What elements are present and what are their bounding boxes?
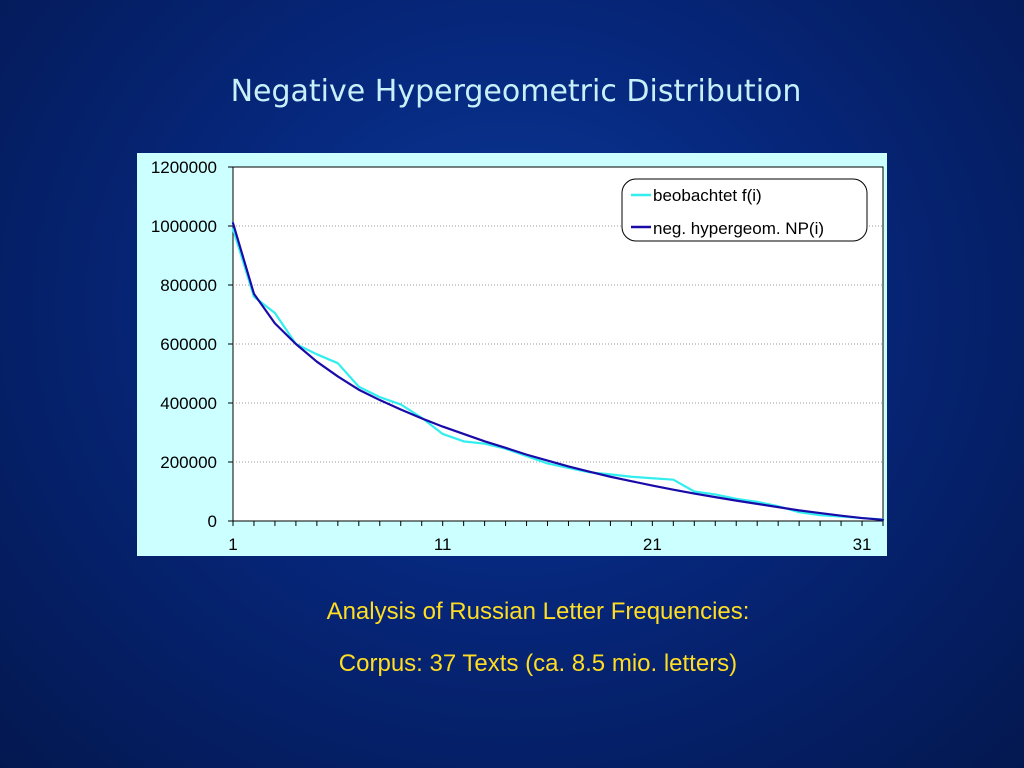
x-tick-label: 11 — [434, 535, 452, 554]
x-tick-label: 31 — [853, 535, 872, 554]
series-line-fitted — [231, 221, 885, 521]
chart-frame: 0 200000 400000 600000 800000 1000000 1200000 1… — [137, 153, 887, 556]
caption-line-1: Analysis of Russian Letter Frequencies: — [326, 598, 750, 625]
axes: 0 200000 400000 600000 800000 1000000 1200000 1… — [151, 158, 884, 554]
y-tick-label: 200000 — [160, 453, 217, 472]
legend-box — [621, 178, 868, 242]
caption-line-2: Corpus: 37 Texts (ca. 8.5 mio. letters) — [338, 650, 738, 677]
x-tick-label: 1 — [228, 535, 237, 554]
x-tick-label: 21 — [643, 535, 662, 554]
y-tick-label: 800000 — [160, 276, 217, 295]
y-tick-label: 1200000 — [151, 158, 217, 177]
y-tick-label: 0 — [208, 512, 217, 531]
y-tick-label: 1000000 — [151, 217, 217, 236]
slide-title: Negative Hypergeometric Distribution — [230, 74, 802, 109]
y-tick-label: 600000 — [160, 335, 217, 354]
legend: beobachtet f(i) neg. hypergeom. NP(i) — [621, 178, 868, 242]
line-chart: 0 200000 400000 600000 800000 1000000 1200000 1… — [151, 158, 885, 554]
grid-lines — [233, 225, 883, 463]
legend-label-fitted: neg. hypergeom. NP(i) — [653, 219, 824, 238]
series-lines — [231, 221, 885, 521]
legend-label-observed: beobachtet f(i) — [653, 186, 762, 205]
y-tick-label: 400000 — [160, 394, 217, 413]
